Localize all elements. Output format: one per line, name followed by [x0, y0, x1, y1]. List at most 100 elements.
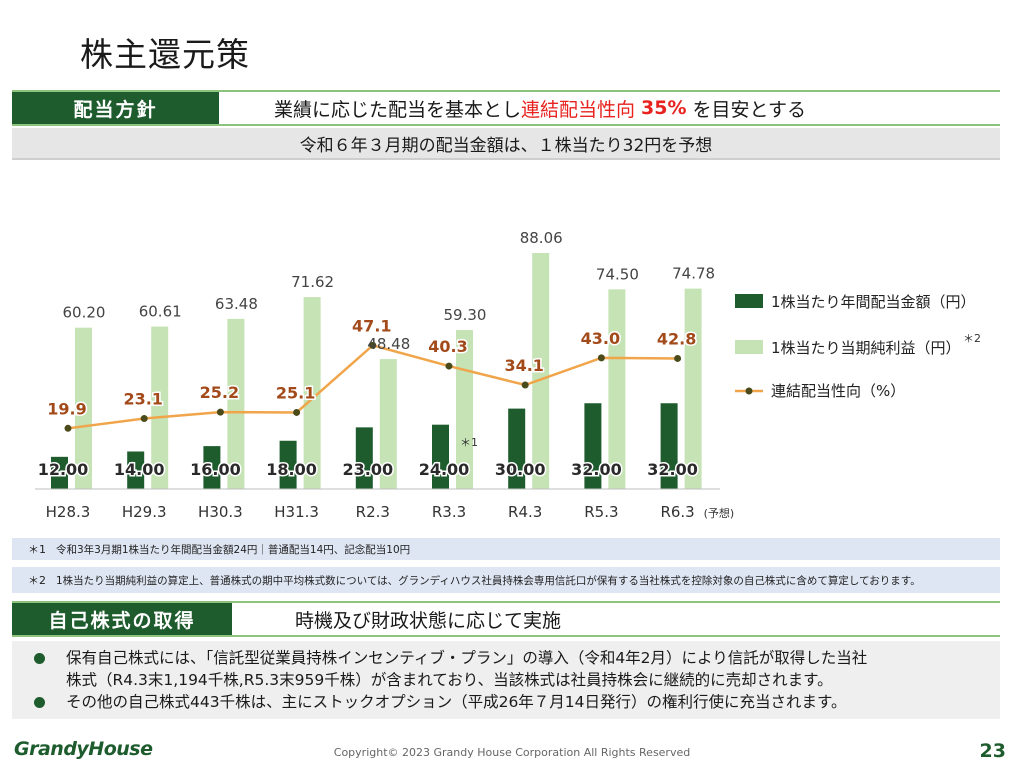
- category-label: H28.3: [46, 503, 91, 521]
- net-income-bar: [303, 297, 321, 489]
- annotation-mark: ＊1: [460, 436, 478, 449]
- payout-ratio-label: 25.2: [200, 383, 239, 402]
- payout-ratio-point: [597, 354, 605, 362]
- category-label: R6.3: [660, 503, 694, 521]
- net-income-bar: [379, 359, 397, 489]
- dividend-policy-band: 配当方針 業績に応じた配当を基本とし 連結配当性向 35% を目安とする: [12, 90, 1000, 126]
- net-income-bar: [151, 326, 169, 489]
- bullet-item: その他の自己株式443千株は、主にストックオプション（平成26年７月14日発行）…: [34, 691, 1000, 713]
- footnote-1: ＊1 令和3年3月期1株当たり年間配当金額24円｜普通配当14円、記念配当10円: [12, 538, 1000, 560]
- category-label: R2.3: [356, 503, 390, 521]
- payout-ratio-label: 47.1: [352, 316, 391, 335]
- payout-ratio-point: [140, 415, 148, 423]
- policy-text-prefix: 業績に応じた配当を基本とし: [274, 98, 522, 121]
- net-income-bar: [532, 252, 550, 489]
- payout-ratio-point: [369, 341, 377, 349]
- category-label: H30.3: [198, 503, 243, 521]
- treasury-stock-band: 自己株式の取得 時機及び財政状態に応じて実施: [12, 601, 1000, 637]
- payout-ratio-label: 23.1: [123, 390, 162, 409]
- footnote-2: ＊2 1株当たり当期純利益の算定上、普通株式の期中平均株式数については、グランデ…: [12, 567, 1000, 593]
- category-label: R4.3: [508, 503, 542, 521]
- copyright: Copyright© 2023 Grandy House Corporation…: [333, 746, 691, 759]
- payout-ratio-point: [445, 362, 453, 370]
- dividend-label: 16.00: [190, 460, 241, 479]
- dividend-bar: [279, 440, 297, 489]
- net-income-bar: [684, 288, 702, 489]
- payout-ratio-label: 42.8: [657, 329, 696, 348]
- payout-ratio-label: 34.1: [504, 356, 543, 375]
- net-income-label: 59.30: [444, 306, 487, 324]
- payout-ratio-point: [216, 408, 224, 416]
- net-income-label: 74.50: [596, 265, 639, 283]
- legend-net-income: 1株当たり当期純利益（円）: [771, 339, 961, 357]
- payout-ratio-point: [293, 408, 301, 416]
- policy-text-highlight: 連結配当性向: [521, 98, 636, 121]
- page-number: 23: [979, 740, 1006, 762]
- legend-dividend: 1株当たり年間配当金額（円）: [771, 293, 976, 311]
- legend-payout-ratio: 連結配当性向（%）: [771, 382, 905, 400]
- policy-text-percent: 35%: [641, 97, 687, 119]
- forecast-suffix: (予想): [704, 506, 735, 520]
- dividend-label: 18.00: [266, 460, 317, 479]
- dividend-label: 32.00: [647, 460, 698, 479]
- dividend-bar: [584, 403, 602, 489]
- dividend-bar: [508, 408, 526, 489]
- payout-ratio-point: [674, 354, 682, 362]
- bullet-line: 保有自己株式には、「信託型従業員持株インセンティブ・プラン」の導入（令和4年2月…: [66, 649, 868, 667]
- dividend-forecast: 令和６年３月期の配当金額は、１株当たり32円を予想: [12, 128, 1000, 160]
- net-income-label: 71.62: [291, 273, 334, 291]
- footnote-mark: ＊2: [28, 574, 46, 587]
- legend-annotation-mark: ＊2: [963, 332, 981, 345]
- net-income-label: 63.48: [215, 295, 258, 313]
- net-income-bar: [75, 327, 92, 489]
- dividend-bar: [203, 446, 221, 489]
- net-income-label: 60.61: [139, 303, 182, 321]
- dividend-policy-label: 配当方針: [12, 92, 219, 124]
- net-income-label: 88.06: [520, 229, 563, 247]
- footnote-text: 1株当たり当期純利益の算定上、普通株式の期中平均株式数については、グランディハウ…: [56, 574, 921, 587]
- payout-ratio-label: 25.1: [276, 383, 315, 402]
- dividend-bar: [660, 403, 678, 489]
- payout-ratio-point: [521, 381, 529, 389]
- net-income-bar: [227, 318, 245, 489]
- bullet-line: 株式（R4.3末1,194千株,R5.3末959千株）が含まれており、当該株式は…: [66, 671, 833, 689]
- legend-swatch-net-income: [735, 340, 763, 354]
- payout-ratio-label: 19.9: [47, 399, 86, 418]
- dividend-label: 12.00: [38, 460, 89, 479]
- company-logo: GrandyHouse: [14, 738, 153, 760]
- footnote-text: 令和3年3月期1株当たり年間配当金額24円｜普通配当14円、記念配当10円: [56, 543, 411, 556]
- dividend-bar: [432, 424, 449, 489]
- dividend-bar: [355, 427, 373, 489]
- dividend-label: 23.00: [342, 460, 393, 479]
- dividend-label: 24.00: [419, 460, 470, 479]
- net-income-label: 60.20: [63, 304, 106, 322]
- category-label: H31.3: [274, 503, 319, 521]
- footnote-mark: ＊1: [28, 543, 46, 556]
- payout-ratio-point: [64, 424, 72, 432]
- payout-ratio-label: 43.0: [581, 329, 620, 348]
- category-label: H29.3: [122, 503, 167, 521]
- dividend-label: 32.00: [571, 460, 622, 479]
- legend-swatch-dividend: [735, 294, 763, 308]
- treasury-stock-text: 時機及び財政状態に応じて実施: [295, 609, 562, 632]
- treasury-stock-label: 自己株式の取得: [12, 603, 232, 635]
- legend-swatch-ratio-point: [745, 387, 753, 395]
- bullet-line: その他の自己株式443千株は、主にストックオプション（平成26年７月14日発行）…: [66, 693, 847, 711]
- dividend-policy-text: 業績に応じた配当を基本とし 連結配当性向 35% を目安とする: [274, 92, 806, 124]
- treasury-bullets: 保有自己株式には、「信託型従業員持株インセンティブ・プラン」の導入（令和4年2月…: [12, 641, 1000, 719]
- bullet-dot-icon: [34, 653, 45, 664]
- dividend-label: 14.00: [114, 460, 165, 479]
- net-income-bar: [608, 289, 626, 489]
- dividend-label: 30.00: [495, 460, 546, 479]
- net-income-label: 74.78: [672, 265, 715, 283]
- payout-ratio-label: 40.3: [428, 337, 467, 356]
- dividend-chart: 60.20 12.00 60.61 14.00 63.48 16.00 71.62 18.00…: [35, 229, 981, 521]
- category-label: R3.3: [432, 503, 466, 521]
- dividend-bar: [51, 456, 68, 489]
- net-income-label: 48.48: [367, 335, 410, 353]
- bullet-dot-icon: [34, 697, 45, 708]
- dividend-bar: [127, 451, 145, 489]
- policy-text-suffix: を目安とする: [692, 98, 806, 121]
- bullet-item: 保有自己株式には、「信託型従業員持株インセンティブ・プラン」の導入（令和4年2月…: [34, 647, 1000, 691]
- category-label: R5.3: [584, 503, 618, 521]
